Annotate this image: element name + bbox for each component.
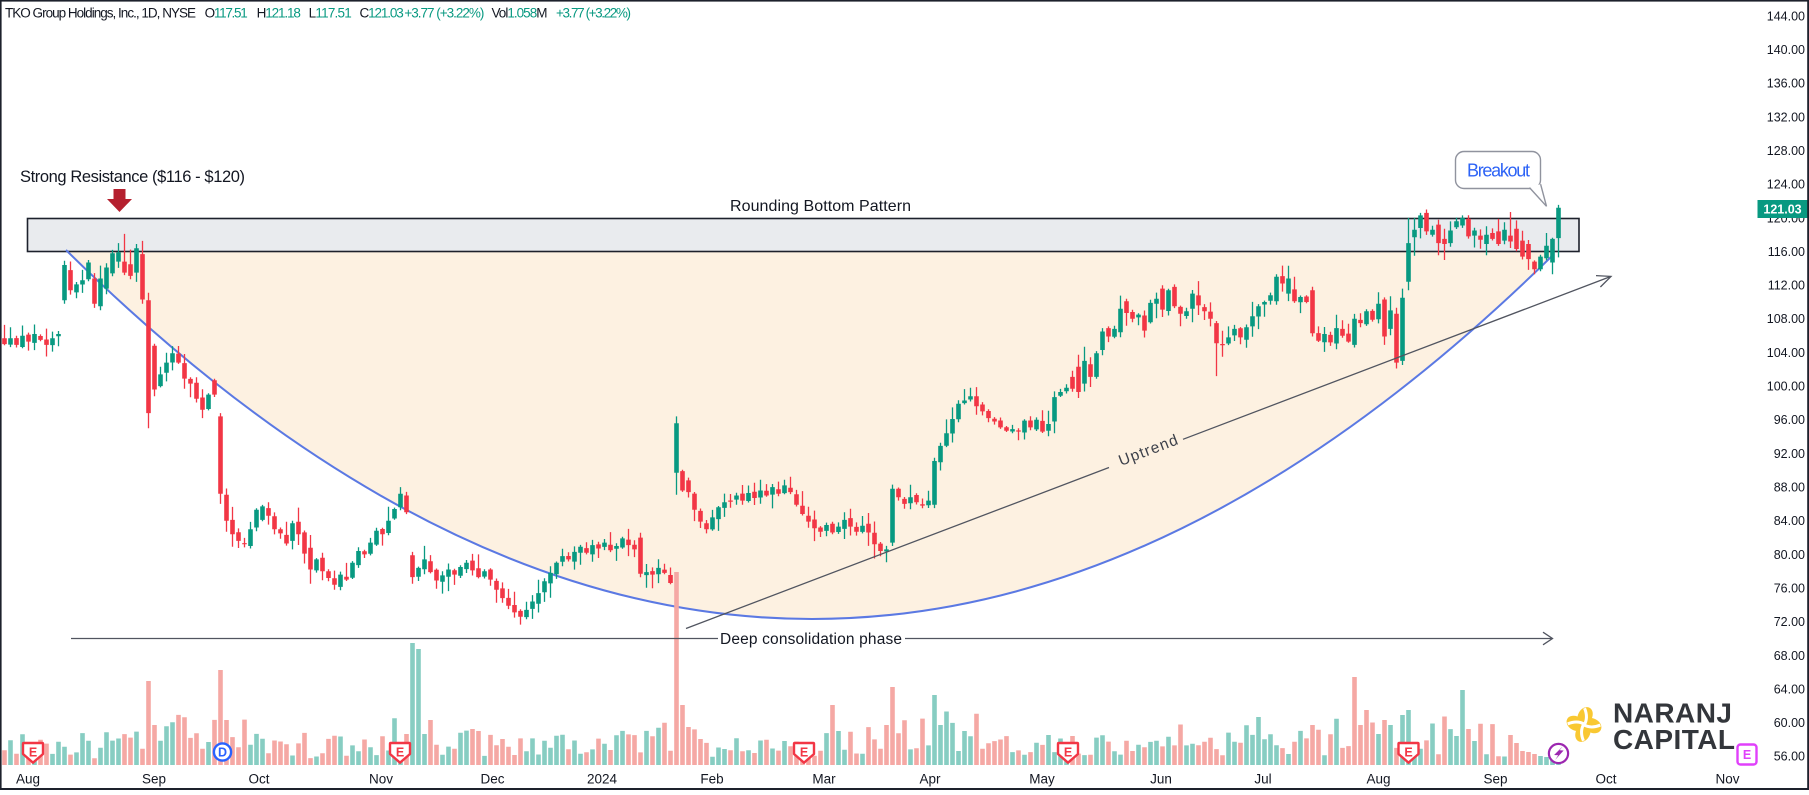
svg-text:116.00: 116.00 bbox=[1768, 245, 1805, 259]
svg-text:140.00: 140.00 bbox=[1767, 43, 1805, 57]
svg-text:Aug: Aug bbox=[16, 772, 40, 787]
svg-text:Jun: Jun bbox=[1150, 772, 1172, 787]
svg-text:100.00: 100.00 bbox=[1767, 380, 1805, 394]
svg-text:NARANJ: NARANJ bbox=[1613, 698, 1732, 729]
svg-text:72.00: 72.00 bbox=[1774, 615, 1805, 629]
svg-text:D: D bbox=[218, 746, 227, 760]
svg-text:Rounding Bottom Pattern: Rounding Bottom Pattern bbox=[730, 198, 911, 215]
svg-text:May: May bbox=[1029, 772, 1055, 787]
svg-text:Oct: Oct bbox=[1595, 772, 1616, 787]
svg-text:H121.18: H121.18 bbox=[257, 6, 301, 21]
svg-text:88.00: 88.00 bbox=[1774, 481, 1805, 495]
svg-text:76.00: 76.00 bbox=[1774, 581, 1805, 595]
svg-text:68.00: 68.00 bbox=[1774, 649, 1805, 663]
svg-text:64.00: 64.00 bbox=[1774, 682, 1805, 696]
svg-text:136.00: 136.00 bbox=[1767, 77, 1805, 91]
svg-text:O117.51: O117.51 bbox=[205, 6, 248, 21]
svg-text:2024: 2024 bbox=[587, 772, 618, 787]
svg-text:96.00: 96.00 bbox=[1774, 413, 1805, 427]
svg-text:E: E bbox=[1743, 748, 1751, 762]
svg-text:144.00: 144.00 bbox=[1767, 9, 1805, 23]
svg-text:L117.51: L117.51 bbox=[309, 6, 352, 21]
svg-text:Apr: Apr bbox=[919, 772, 941, 787]
svg-text:121.03: 121.03 bbox=[1763, 203, 1801, 217]
svg-text:84.00: 84.00 bbox=[1774, 514, 1805, 528]
svg-text:Breakout: Breakout bbox=[1467, 161, 1530, 181]
svg-text:128.00: 128.00 bbox=[1767, 144, 1805, 158]
svg-text:Oct: Oct bbox=[248, 772, 269, 787]
svg-text:80.00: 80.00 bbox=[1774, 548, 1805, 562]
svg-text:Sep: Sep bbox=[1483, 772, 1507, 787]
svg-text:56.00: 56.00 bbox=[1774, 750, 1805, 764]
svg-text:104.00: 104.00 bbox=[1767, 346, 1805, 360]
svg-text:60.00: 60.00 bbox=[1774, 716, 1805, 730]
svg-text:92.00: 92.00 bbox=[1774, 447, 1805, 461]
svg-text:Strong Resistance ($116 - $120: Strong Resistance ($116 - $120) bbox=[20, 168, 245, 186]
svg-text:Nov: Nov bbox=[369, 772, 393, 787]
svg-text:132.00: 132.00 bbox=[1767, 110, 1805, 124]
svg-text:E: E bbox=[29, 745, 37, 759]
svg-text:Feb: Feb bbox=[700, 772, 723, 787]
svg-text:TKO Group Holdings, Inc., 1D,: TKO Group Holdings, Inc., 1D, NYSE bbox=[5, 6, 196, 21]
svg-text:E: E bbox=[396, 745, 404, 759]
svg-text:Vol1.058M: Vol1.058M bbox=[492, 6, 548, 21]
svg-text:E: E bbox=[1064, 745, 1072, 759]
svg-text:+3.77 (+3.22%): +3.77 (+3.22%) bbox=[404, 6, 484, 21]
svg-text:E: E bbox=[1404, 745, 1412, 759]
svg-text:Aug: Aug bbox=[1366, 772, 1390, 787]
svg-text:E: E bbox=[800, 745, 808, 759]
svg-text:124.00: 124.00 bbox=[1767, 178, 1805, 192]
svg-text:Mar: Mar bbox=[812, 772, 836, 787]
svg-text:Deep consolidation phase: Deep consolidation phase bbox=[720, 631, 902, 648]
svg-text:CAPITAL: CAPITAL bbox=[1613, 724, 1735, 755]
svg-text:Nov: Nov bbox=[1715, 772, 1739, 787]
svg-text:Jul: Jul bbox=[1254, 772, 1271, 787]
svg-text:+3.77 (+3.22%): +3.77 (+3.22%) bbox=[556, 6, 631, 21]
svg-text:Dec: Dec bbox=[480, 772, 504, 787]
svg-text:112.00: 112.00 bbox=[1768, 279, 1805, 293]
svg-text:Sep: Sep bbox=[142, 772, 166, 787]
svg-text:108.00: 108.00 bbox=[1767, 312, 1805, 326]
svg-text:C121.03: C121.03 bbox=[360, 6, 404, 21]
